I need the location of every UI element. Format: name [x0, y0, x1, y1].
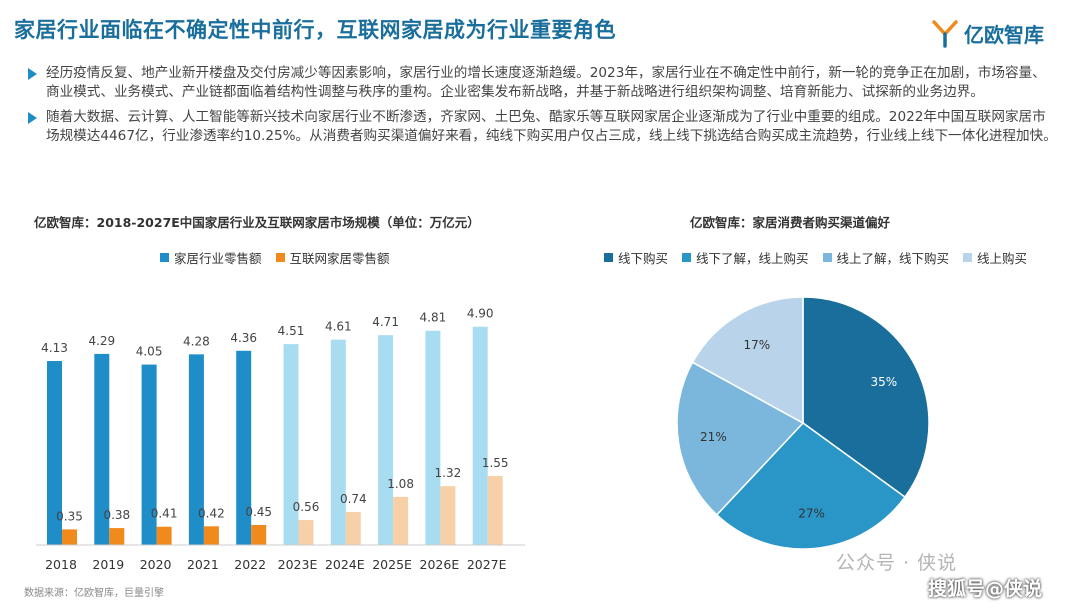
x-tick-label: 2024E: [325, 557, 365, 572]
legend-label: 线下购买: [618, 251, 669, 266]
bar-internet: [62, 529, 77, 545]
pie-slice: [691, 296, 804, 425]
bar-home: [425, 330, 441, 545]
legend-item: 线上购买: [963, 248, 1027, 267]
legend-item: 线下了解，线上购买: [682, 248, 809, 267]
x-tick-label: 2027E: [467, 557, 507, 572]
legend-item: 线上了解，线下购买: [822, 248, 950, 267]
bar-label-internet: 0.38: [103, 508, 130, 522]
bullet-marker-icon: [28, 112, 37, 124]
bar-internet: [393, 496, 409, 545]
x-tick-label: 2026E: [420, 557, 460, 572]
bar-home: [188, 354, 204, 545]
bar-label-internet: 1.55: [482, 456, 509, 470]
logo: 亿欧智库: [930, 18, 1044, 48]
legend-item: 互联网家居零售额: [275, 248, 390, 267]
bar-home: [378, 335, 394, 545]
pie-slice: [676, 361, 805, 516]
bar-home: [94, 353, 110, 545]
logo-icon: [932, 20, 958, 48]
legend-swatch: [682, 253, 692, 262]
legend-swatch: [822, 253, 832, 262]
wechat-watermark: 公众号 · 侠说: [836, 552, 958, 574]
bar-home: [283, 344, 299, 545]
legend-swatch: [275, 253, 285, 262]
bar-internet: [156, 526, 172, 545]
bar-home: [141, 364, 157, 545]
bar-label-internet: 1.32: [435, 466, 462, 480]
bullet-item: 随着大数据、云计算、人工智能等新兴技术向家居行业不断渗透，齐家网、土巴兔、酷家乐…: [28, 108, 1058, 146]
pie-slice-label: 17%: [743, 338, 770, 352]
bar-internet: [251, 524, 267, 545]
legend-item: 家居行业零售额: [160, 248, 262, 267]
legend-item: 线下购买: [604, 248, 668, 267]
sohu-watermark: 搜狐号@侠说: [928, 578, 1043, 600]
bar-label-home: 4.71: [372, 315, 399, 329]
pie-slice: [715, 422, 906, 550]
bar-label-internet: 0.74: [340, 492, 367, 506]
bar-home: [330, 339, 346, 545]
bar-label-internet: 0.41: [151, 507, 178, 521]
legend-label: 线上购买: [977, 251, 1028, 266]
bar-chart-legend: 家居行业零售额 互联网家居零售额: [160, 248, 404, 267]
bar-internet: [487, 475, 503, 545]
bar-home: [236, 350, 252, 545]
legend-label: 线上了解，线下购买: [836, 251, 950, 266]
x-tick-label: 2018: [45, 557, 77, 572]
legend-swatch: [963, 253, 973, 262]
bar-label-home: 4.29: [88, 334, 115, 348]
bar-internet: [345, 512, 361, 545]
bullet-item: 经历疫情反复、地产业新开楼盘及交付房减少等因素影响，家居行业的增长速度逐渐趋缓。…: [28, 64, 1058, 102]
bullet-text: 经历疫情反复、地产业新开楼盘及交付房减少等因素影响，家居行业的增长速度逐渐趋缓。…: [46, 65, 1046, 100]
bullet-list: 经历疫情反复、地产业新开楼盘及交付房减少等因素影响，家居行业的增长速度逐渐趋缓。…: [28, 64, 1058, 152]
legend-label: 家居行业零售额: [174, 251, 262, 266]
pie-chart-title: 亿欧智库：家居消费者购买渠道偏好: [690, 215, 891, 230]
legend-label: 线下了解，线上购买: [696, 251, 809, 266]
bar-label-home: 4.81: [420, 311, 447, 325]
bar-label-home: 4.36: [230, 331, 257, 345]
bar-label-internet: 0.42: [198, 506, 225, 520]
bar-chart-title: 亿欧智库：2018-2027E中国家居行业及互联网家居市场规模（单位：万亿元）: [34, 215, 480, 230]
x-tick-label: 2022: [234, 557, 266, 572]
bar-internet: [203, 526, 219, 545]
legend-swatch: [604, 253, 613, 262]
legend-swatch: [160, 253, 169, 262]
pie-slice: [802, 296, 930, 499]
x-tick-label: 2020: [140, 557, 172, 572]
pie-chart-legend: 线下购买 线下了解，线上购买 线上了解，线下购买 线上购买: [604, 248, 1041, 267]
bar-label-home: 4.61: [325, 320, 352, 334]
bar-label-internet: 0.56: [293, 500, 320, 514]
x-tick-label: 2021: [187, 557, 219, 572]
logo-text: 亿欧智库: [964, 22, 1044, 47]
bar-label-home: 4.05: [136, 345, 163, 359]
bar-label-internet: 0.45: [245, 505, 272, 519]
pie-slice-label: 21%: [700, 430, 727, 444]
bar-internet: [440, 486, 456, 545]
legend-label: 互联网家居零售额: [289, 251, 390, 266]
pie-slice-label: 35%: [870, 375, 897, 389]
bar-label-home: 4.90: [467, 307, 494, 321]
bullet-text: 随着大数据、云计算、人工智能等新兴技术向家居行业不断渗透，齐家网、土巴兔、酷家乐…: [46, 109, 1057, 144]
bar-label-home: 4.28: [183, 334, 210, 348]
bar-label-home: 4.13: [41, 341, 68, 355]
bar-label-internet: 1.08: [387, 477, 414, 491]
bar-home: [47, 361, 62, 545]
x-tick-label: 2019: [92, 557, 124, 572]
data-source-note: 数据来源：亿欧智库，巨量引擎: [24, 588, 164, 599]
bar-internet: [298, 520, 314, 545]
x-tick-label: 2025E: [372, 557, 412, 572]
page-title: 家居行业面临在不确定性中前行，互联网家居成为行业重要角色: [14, 18, 616, 42]
bar-chart: 4.13 0.35 2018 4.29 0.38 2019 4.05 0.41 2020 4.28…: [36, 307, 525, 572]
bullet-marker-icon: [28, 68, 37, 80]
x-tick-label: 2023E: [278, 557, 318, 572]
bar-home: [472, 326, 488, 545]
pie-slice-label: 27%: [798, 506, 825, 520]
bar-label-internet: 0.35: [56, 509, 83, 523]
bar-label-home: 4.51: [278, 324, 305, 338]
bar-internet: [109, 528, 125, 545]
